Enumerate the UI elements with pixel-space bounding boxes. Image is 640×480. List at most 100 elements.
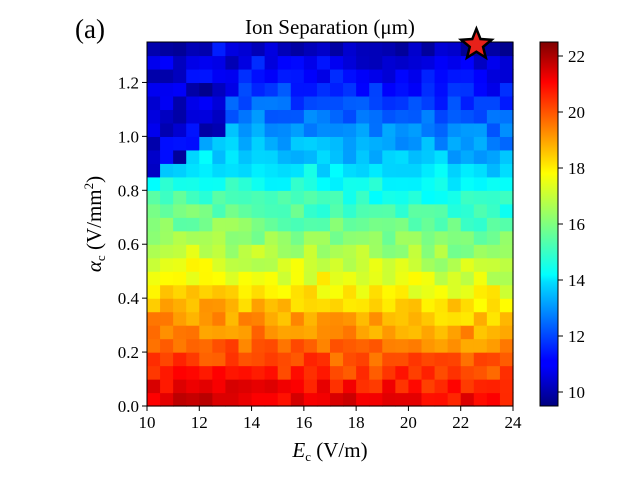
heatmap-cell [186,365,200,380]
heatmap-cell [277,190,292,205]
heatmap-cell [199,338,213,353]
heatmap-cell [290,338,305,353]
heatmap-cell [238,379,253,394]
heatmap-cell [290,230,305,245]
heatmap-cell [382,42,396,57]
colorbar-tick-label: 16 [568,215,585,234]
heatmap-cell [330,271,344,286]
heatmap-cell [303,365,318,380]
x-axis-unit: (V/m) [311,438,368,462]
heatmap-cell [186,149,200,164]
heatmap-cell [303,392,318,407]
heatmap-cell [447,311,462,326]
heatmap-cell [369,379,383,394]
heatmap-cell [186,352,200,367]
heatmap-cell [147,298,161,313]
heatmap-cell [290,109,305,124]
heatmap-cell [264,230,279,245]
heatmap-cell [199,203,213,218]
heatmap-cell [395,122,410,137]
heatmap-cell [225,230,240,245]
heatmap-cell [316,163,331,178]
heatmap-cell [447,352,462,367]
heatmap-cell [434,352,449,367]
heatmap-cell [199,190,213,205]
heatmap-cell [238,352,253,367]
heatmap-cell [421,244,436,259]
heatmap-cell [460,176,475,191]
heatmap-cell [408,122,423,137]
heatmap-cell [356,190,370,205]
heatmap-cell [421,325,436,340]
heatmap-cell [356,55,370,70]
heatmap-cell [290,149,305,164]
heatmap-cell [303,257,318,272]
heatmap-cell [186,271,200,286]
heatmap-cell [395,203,410,218]
heatmap-cell [277,338,292,353]
heatmap-cell [316,217,331,232]
heatmap-cell [395,379,410,394]
heatmap-cell [408,95,423,111]
colorbar-tick-label: 10 [568,383,585,402]
heatmap-cell [264,338,279,353]
heatmap-cell [473,68,488,84]
heatmap-cell [160,338,174,353]
heatmap-cell [225,122,240,137]
heatmap-cell [330,203,344,218]
heatmap-cell [486,298,501,313]
heatmap-cell [330,244,344,259]
heatmap-cell [395,95,410,111]
heatmap-cell [447,230,462,245]
heatmap-cell [486,55,501,70]
heatmap-cell [212,325,227,340]
heatmap-cell [225,392,240,407]
heatmap-cell [447,42,462,57]
heatmap-cell [199,136,213,151]
heatmap-cell [408,311,423,326]
heatmap-cell [499,149,514,164]
heatmap-cell [447,244,462,259]
heatmap-cell [408,392,423,407]
heatmap-cell [486,284,501,299]
heatmap-cell [486,244,501,259]
heatmap-cell [212,217,227,232]
heatmap-cell [369,365,383,380]
heatmap-cell [356,284,370,299]
heatmap-cell [434,190,449,205]
heatmap-cell [186,163,200,178]
heatmap-cell [434,136,449,151]
heatmap-cell [356,163,370,178]
colorbar-tick-label: 18 [568,159,585,178]
heatmap-cell [395,42,410,57]
heatmap-cell [447,379,462,394]
heatmap-cell [316,82,331,97]
heatmap-cell [212,203,227,218]
heatmap-cell [277,365,292,380]
heatmap-cell [303,203,318,218]
heatmap-cell [408,217,423,232]
heatmap-cell [499,176,514,191]
heatmap-cell [486,42,501,57]
heatmap-cell [421,109,436,124]
heatmap-cell [486,271,501,286]
heatmap-cell [343,149,357,164]
heatmap-cell [499,352,514,367]
heatmap-cell [251,298,266,313]
heatmap-cell [330,68,344,84]
heatmap-cell [251,42,266,57]
heatmap-cell [369,392,383,407]
heatmap-cell [264,284,279,299]
heatmap-cell [343,284,357,299]
heatmap-cell [356,82,370,97]
heatmap-cell [147,122,161,137]
y-tick-label: 0.8 [118,181,139,200]
heatmap-cell [330,392,344,407]
colorbar-tick-label: 14 [568,271,586,290]
heatmap-cell [460,190,475,205]
heatmap-cell [160,122,174,137]
heatmap-cell [290,257,305,272]
heatmap-cell [251,392,266,407]
heatmap-cell [330,190,344,205]
heatmap-cell [186,136,200,151]
